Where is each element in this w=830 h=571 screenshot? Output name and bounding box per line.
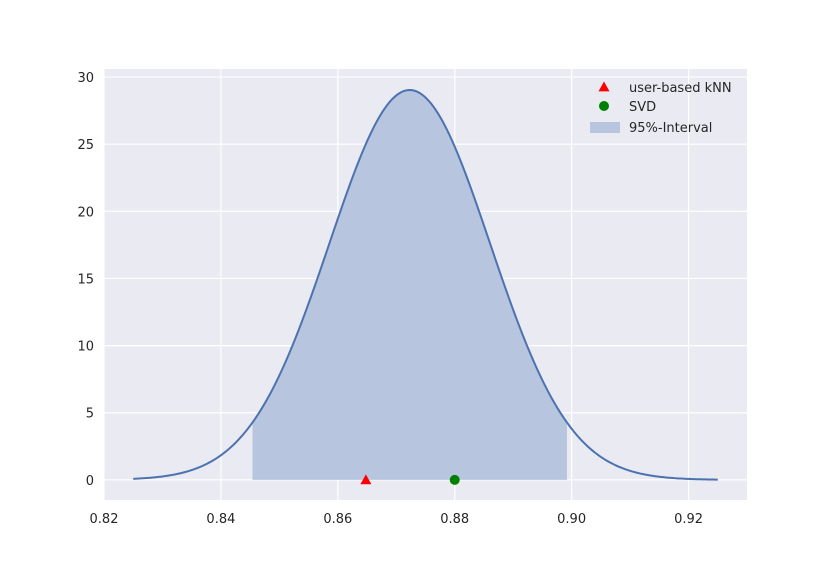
x-tick-label: 0.92 [674, 512, 703, 527]
marker-svd [449, 474, 460, 485]
legend-marker-svd [599, 101, 609, 111]
x-tick-label: 0.88 [440, 512, 469, 527]
density-curve [133, 89, 718, 481]
y-tick-label: 25 [77, 138, 94, 153]
x-tick-label: 0.90 [557, 512, 586, 527]
interval-fill [252, 90, 567, 480]
y-tick-label: 5 [86, 407, 94, 422]
legend-patch-interval [590, 122, 620, 133]
y-tick-label: 15 [77, 272, 94, 287]
markers [360, 474, 460, 485]
y-tick-label: 10 [77, 340, 94, 355]
legend: user-based kNN SVD 95%-Interval [590, 81, 732, 136]
legend-label-svd: SVD [629, 100, 656, 115]
y-axis-ticks: 0 5 10 15 20 25 30 [77, 71, 94, 489]
x-tick-label: 0.86 [323, 512, 352, 527]
x-tick-label: 0.82 [90, 512, 119, 527]
x-tick-label: 0.84 [206, 512, 235, 527]
y-tick-label: 30 [77, 71, 94, 86]
legend-label-interval: 95%-Interval [629, 121, 712, 136]
legend-marker-knn [598, 81, 610, 92]
legend-label-knn: user-based kNN [629, 81, 732, 96]
y-tick-label: 0 [86, 474, 94, 489]
x-axis-ticks: 0.82 0.84 0.86 0.88 0.90 0.92 [90, 512, 703, 527]
marker-knn [360, 474, 372, 485]
y-tick-label: 20 [77, 205, 94, 220]
